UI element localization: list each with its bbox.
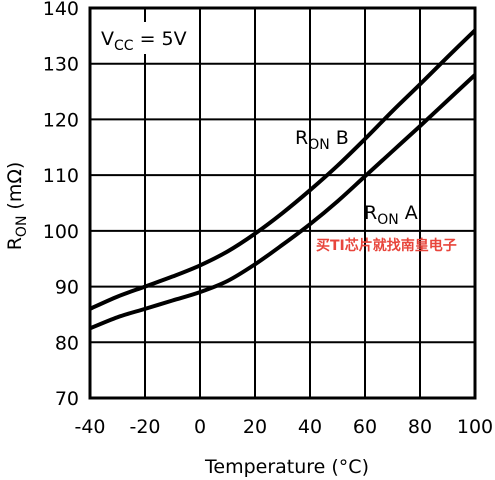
y-tick-label: 110 — [43, 165, 79, 187]
vcc-annotation-rest: = 5V — [134, 28, 187, 50]
y-tick-label: 100 — [43, 221, 79, 243]
ron-b-annotation: RON B — [295, 127, 349, 153]
x-axis-title: Temperature (°C) — [204, 456, 369, 478]
y-tick-label: 120 — [43, 109, 79, 131]
y-axis-title-sub: ON — [14, 216, 30, 238]
y-axis-title-unit: (mΩ) — [4, 162, 26, 210]
vcc-annotation-sub: CC — [114, 38, 134, 54]
vcc-annotation: VCC = 5V — [101, 28, 187, 54]
vcc-annotation-main: V — [101, 28, 114, 50]
ron-a-annotation: RON A — [364, 202, 418, 228]
x-tick-label: 80 — [408, 416, 432, 438]
x-tick-label: 0 — [194, 416, 206, 438]
y-tick-label: 70 — [55, 388, 79, 410]
ron-a-annotation-rest: A — [399, 202, 418, 224]
ron-a-annotation-main: R — [364, 202, 377, 224]
x-tick-label: 20 — [243, 416, 267, 438]
y-tick-label: 130 — [43, 54, 79, 76]
x-tick-label: 100 — [457, 416, 493, 438]
series-layer — [89, 28, 477, 331]
ron-b-annotation-rest: B — [330, 127, 349, 149]
x-tick-label: 60 — [353, 416, 377, 438]
ron-b-annotation-main: R — [295, 127, 308, 149]
x-tick-label: -40 — [74, 416, 105, 438]
x-tick-label: -20 — [129, 416, 160, 438]
plot-frame — [88, 6, 477, 400]
series-line-ron-b — [89, 28, 477, 311]
y-axis-title: RON (mΩ) — [4, 162, 30, 251]
watermark-text: 买TI芯片就找南皇电子 — [316, 237, 457, 254]
x-tick-label: 40 — [298, 416, 322, 438]
y-tick-label: 140 — [43, 0, 79, 20]
y-tick-label: 80 — [55, 332, 79, 354]
y-axis-title-main: R — [4, 237, 26, 250]
x-tick-labels: -40 -20 0 20 40 60 80 100 — [74, 416, 493, 438]
y-tick-label: 90 — [55, 277, 79, 299]
series-line-ron-a — [89, 73, 477, 331]
ron-a-annotation-sub: ON — [377, 212, 399, 228]
grid-lines — [90, 8, 475, 398]
y-tick-labels: 70 80 90 100 110 120 130 140 — [43, 0, 79, 410]
ron-b-annotation-sub: ON — [308, 137, 330, 153]
vcc-label-background — [94, 22, 199, 54]
